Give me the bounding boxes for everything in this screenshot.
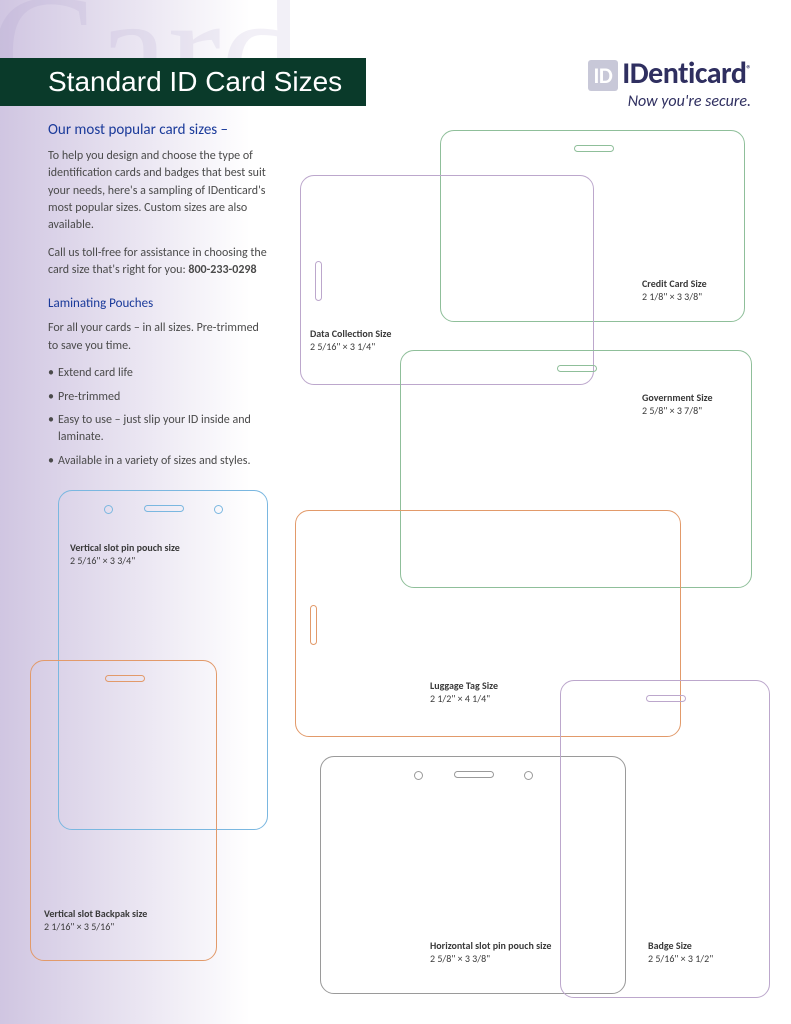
card-label-credit: Credit Card Size2 1/8" × 3 3/8"	[642, 278, 707, 303]
bullet-item: Easy to use – just slip your ID inside a…	[48, 412, 268, 447]
card-slot	[557, 365, 597, 372]
card-label-luggage: Luggage Tag Size2 1/2" × 4 1/4"	[430, 680, 498, 705]
intro-copy: Our most popular card sizes – To help yo…	[48, 120, 268, 476]
card-hole	[414, 771, 423, 780]
phone-number: 800-233-0298	[188, 263, 256, 277]
card-slot	[315, 261, 322, 301]
brand-tagline: Now you're secure.	[588, 92, 752, 111]
card-hole	[104, 505, 113, 514]
brand-logo: IDIDenticard® Now you're secure.	[588, 55, 752, 111]
registered-mark: ®	[746, 62, 751, 75]
card-label-government: Government Size2 5/8" × 3 7/8"	[642, 392, 713, 417]
intro-para-2: Call us toll-free for assistance in choo…	[48, 245, 268, 280]
intro-heading: Our most popular card sizes –	[48, 120, 268, 142]
card-slot	[144, 505, 184, 512]
pouch-bullets: Extend card life Pre-trimmed Easy to use…	[48, 365, 268, 470]
card-label-hslot_pin: Horizontal slot pin pouch size2 5/8" × 3…	[430, 940, 551, 965]
card-hole	[214, 505, 223, 514]
card-hole	[524, 771, 533, 780]
card-label-badge: Badge Size2 5/16" × 3 1/2"	[648, 940, 713, 965]
card-label-data: Data Collection Size2 5/16" × 3 1/4"	[310, 328, 391, 353]
card-slot	[105, 675, 145, 682]
pouch-intro: For all your cards – in all sizes. Pre-t…	[48, 320, 268, 355]
intro-para-1: To help you design and choose the type o…	[48, 148, 268, 235]
card-slot	[454, 771, 494, 778]
card-slot	[310, 605, 317, 645]
card-label-vslot_pin: Vertical slot pin pouch size2 5/16" × 3 …	[70, 542, 180, 567]
brand-name: IDIDenticard®	[588, 55, 752, 92]
bullet-item: Extend card life	[48, 365, 268, 382]
card-slot	[574, 145, 614, 152]
brand-text: IDenticard	[622, 55, 746, 92]
page-title: Standard ID Card Sizes	[0, 58, 366, 106]
pouch-heading: Laminating Pouches	[48, 295, 268, 314]
card-slot	[646, 695, 686, 702]
id-icon: ID	[588, 60, 619, 91]
bullet-item: Pre-trimmed	[48, 389, 268, 406]
card-label-backpak: Vertical slot Backpak size2 1/16" × 3 5/…	[44, 908, 147, 933]
bullet-item: Available in a variety of sizes and styl…	[48, 453, 268, 470]
